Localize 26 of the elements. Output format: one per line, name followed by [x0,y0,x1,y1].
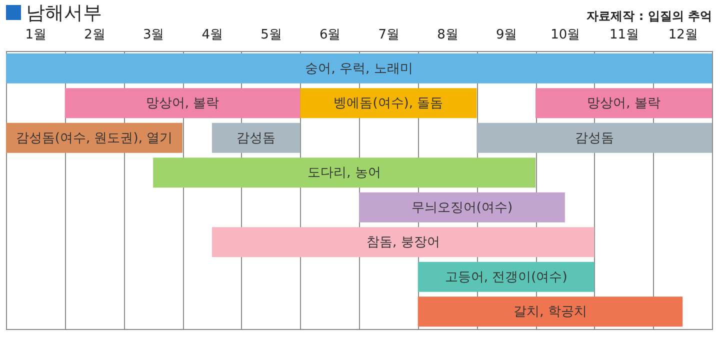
x-tick-label: 4월 [202,28,224,42]
series-label: 고등어, 전갱이(여수) [444,270,568,285]
x-tick-label: 7월 [378,28,400,42]
series-label: 갈치, 학공치 [514,304,587,320]
x-tick-label: 5월 [260,28,282,42]
x-tick-label: 8월 [437,28,458,42]
series-label: 망상어, 볼락 [587,96,660,112]
series-label: 감성돔(여수, 원도권), 열기 [16,130,173,146]
series-label: 숭어, 우럭, 노래미 [305,61,413,76]
x-tick-label: 2월 [84,28,106,42]
x-tick-label: 12월 [668,28,698,42]
x-tick-label: 10월 [550,28,580,42]
x-tick-label: 3월 [142,28,164,42]
x-tick-label: 9월 [496,28,518,42]
x-tick-label: 11월 [609,28,640,42]
series-label: 도다리, 농어 [308,166,381,181]
series-label: 감성돔 [236,130,276,146]
series-label: 참돔, 붕장어 [366,235,440,250]
chart-title: 남해서부 [26,1,102,26]
series-label: 벵에돔(여수), 돌돔 [334,96,444,112]
series-label: 무늬오징어(여수) [411,200,513,216]
series-label: 망상어, 볼락 [146,96,220,112]
x-tick-label: 6월 [319,28,341,42]
text: 자료제작 : 입질의 추억 [586,8,712,25]
series-label: 감성돔 [574,130,614,146]
x-tick-label: 1월 [25,28,47,42]
